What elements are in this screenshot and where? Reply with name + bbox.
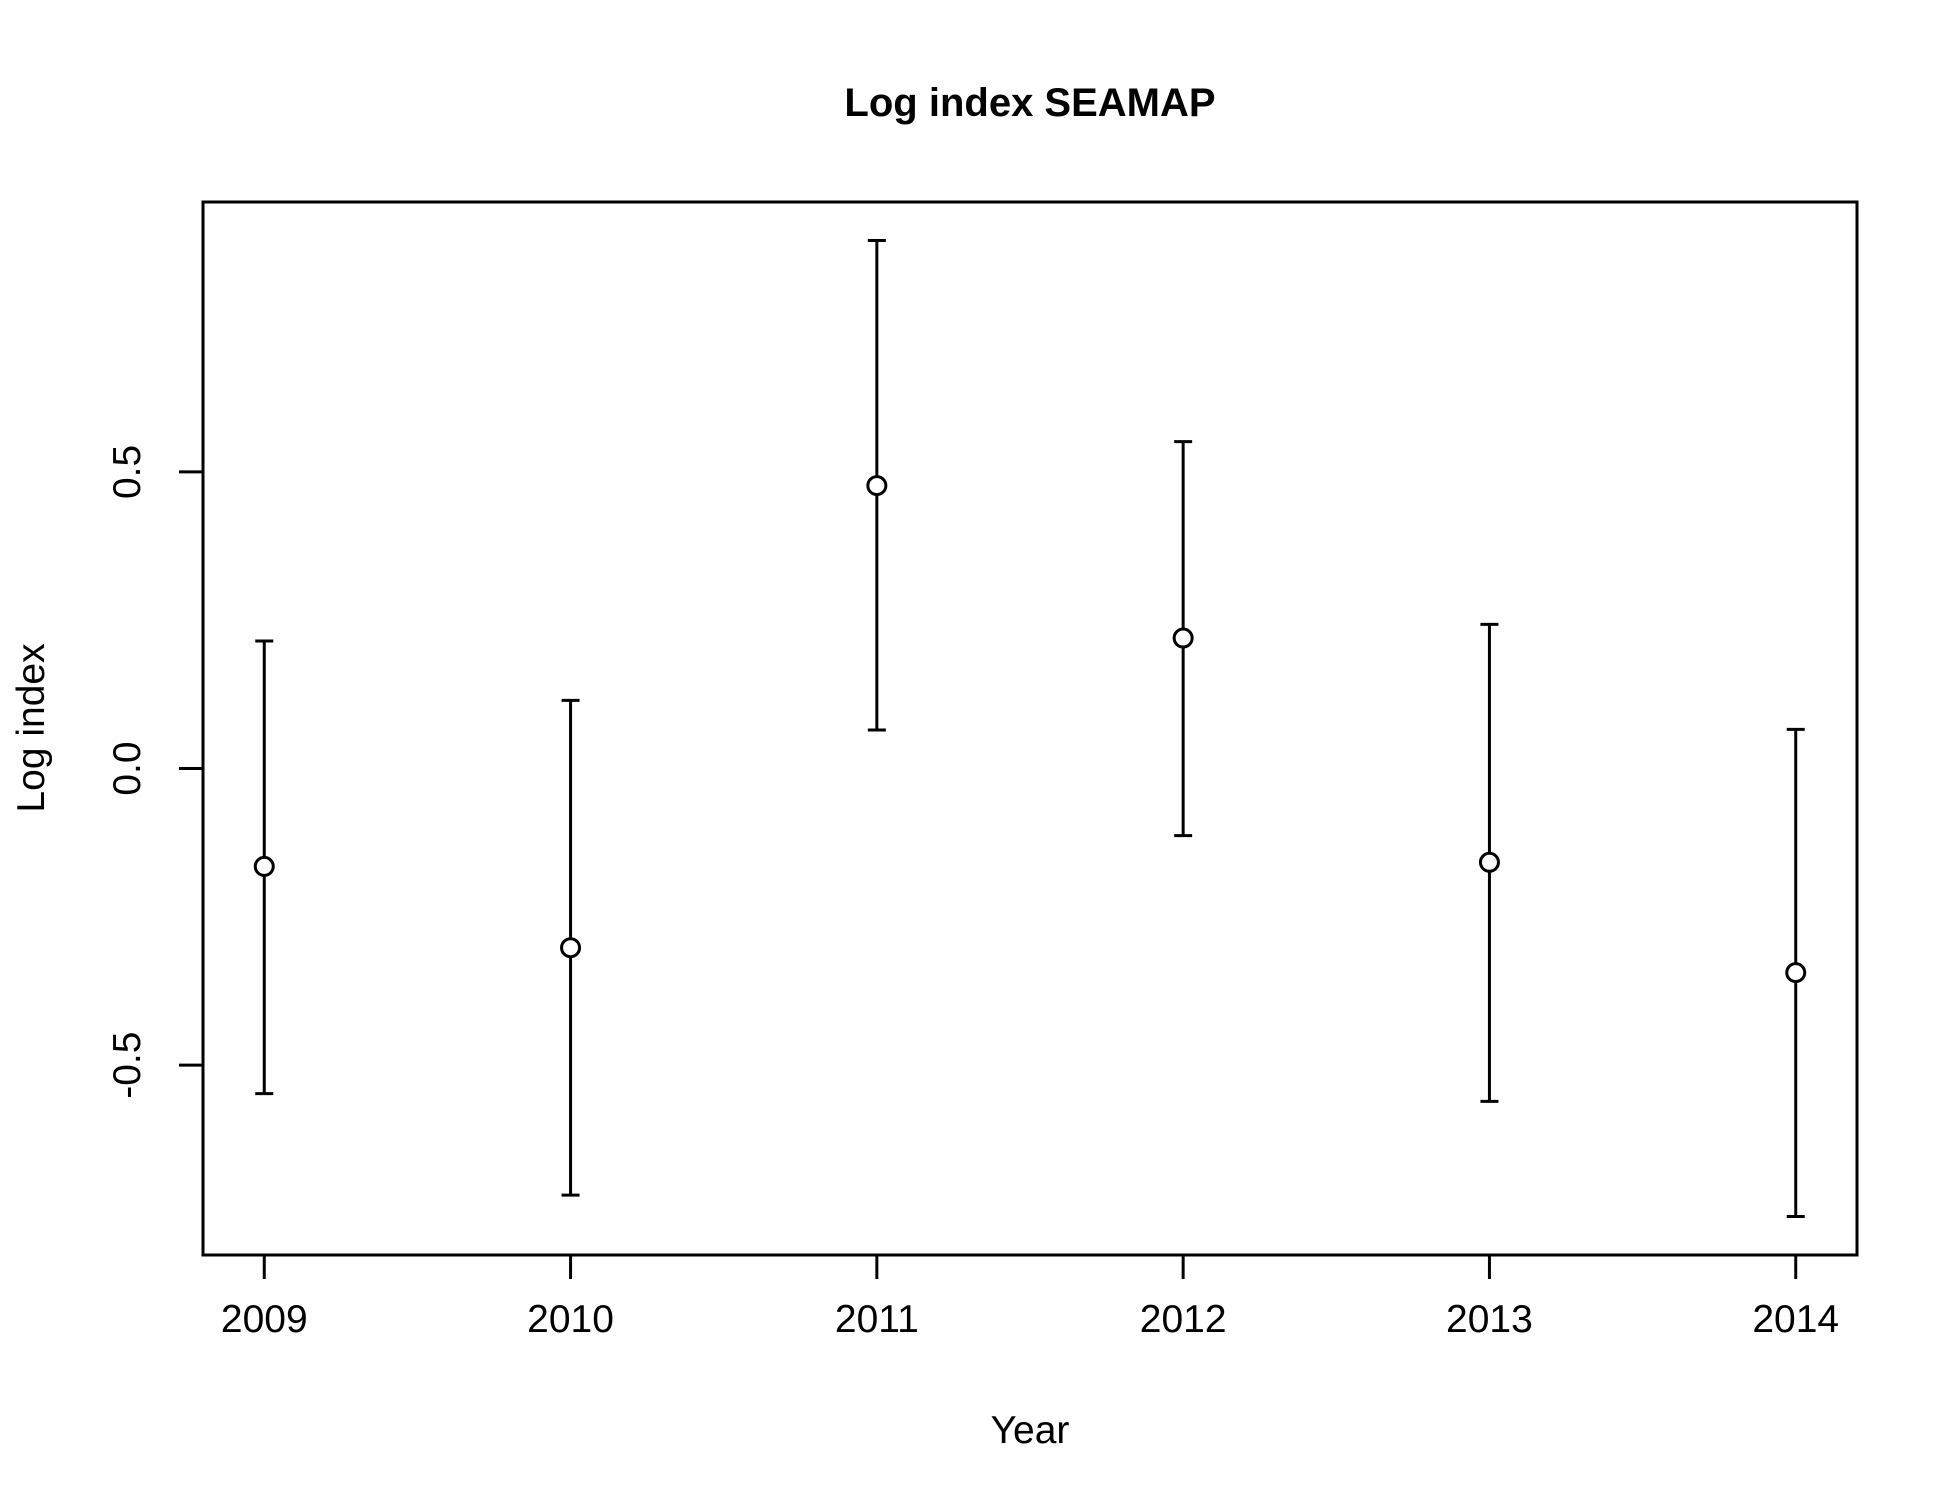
x-tick-label: 2012: [1140, 1298, 1227, 1341]
y-axis: -0.5 0.0 0.5: [106, 445, 205, 1099]
y-axis-title: Log index: [10, 643, 53, 813]
data-point: [253, 855, 275, 877]
y-tick-label: 0.0: [106, 741, 149, 795]
data-point: [1172, 627, 1194, 649]
data-point: [1478, 851, 1500, 873]
x-tick-label: 2010: [527, 1298, 614, 1341]
x-tick-label: 2009: [221, 1298, 308, 1341]
x-axis-title: Year: [991, 1409, 1070, 1452]
data-point: [1785, 962, 1807, 984]
x-tick-label: 2013: [1446, 1298, 1533, 1341]
y-tick-label: -0.5: [106, 1032, 149, 1099]
data-point: [866, 475, 888, 497]
plot-frame: [201, 200, 1859, 1257]
x-tick-label: 2011: [835, 1298, 919, 1341]
data-point: [560, 937, 582, 959]
data-marks: [253, 239, 1807, 1218]
chart-title: Log index SEAMAP: [844, 81, 1215, 125]
x-axis: 2009 2010 2011 2012 2013 2014: [221, 1253, 1839, 1341]
y-tick-label: 0.5: [106, 445, 149, 499]
x-tick-label: 2014: [1752, 1298, 1839, 1341]
